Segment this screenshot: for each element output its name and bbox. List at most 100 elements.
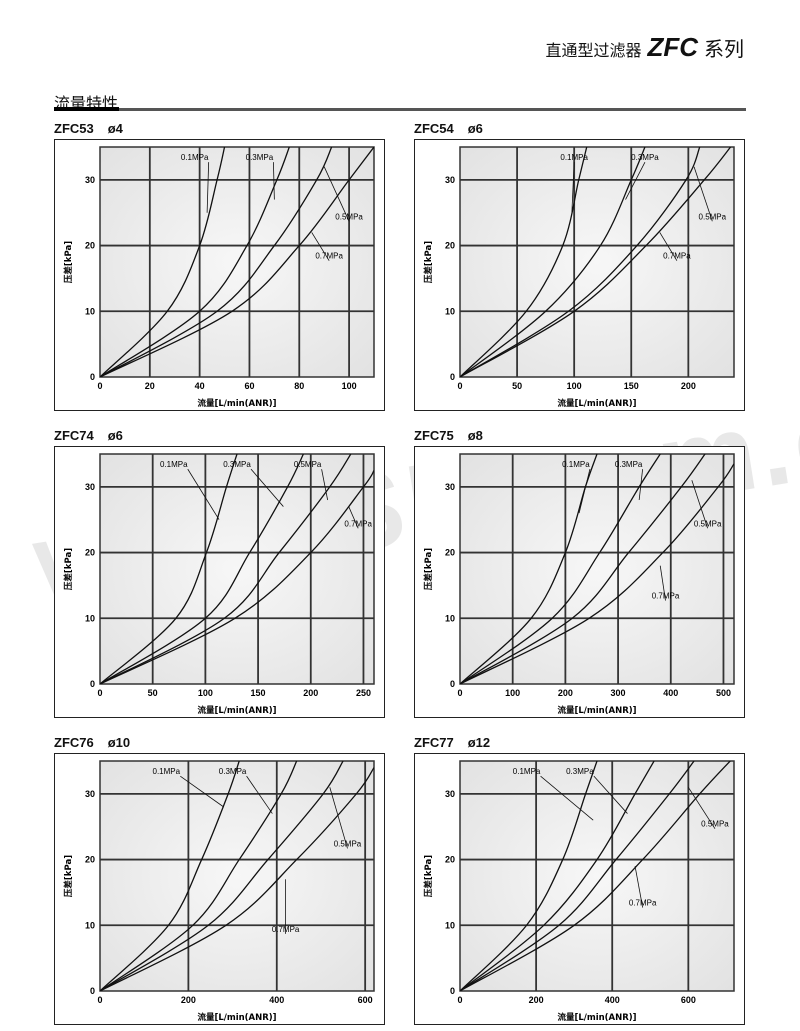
- series-line-0-7mpa: [460, 463, 734, 684]
- y-tick-label: 30: [85, 789, 95, 799]
- series-line-0-1mpa: [100, 761, 240, 991]
- series-line-0-5mpa: [100, 147, 333, 377]
- series-line-0-3mpa: [460, 454, 661, 684]
- x-tick-label: 100: [342, 381, 357, 391]
- leader-line: [634, 866, 644, 908]
- y-tick-label: 20: [445, 855, 455, 865]
- x-tick-label: 600: [681, 995, 696, 1005]
- x-axis-label: 流量[L/min(ANR)]: [557, 1012, 636, 1023]
- port-size: ø6: [107, 428, 123, 443]
- x-tick-label: 50: [148, 688, 158, 698]
- page-header: 直通型过滤器 ZFC 系列: [545, 32, 744, 63]
- series-line-0-7mpa: [460, 761, 731, 991]
- x-tick-label: 200: [303, 688, 318, 698]
- leader-line: [246, 775, 273, 814]
- x-tick-label: 600: [358, 995, 373, 1005]
- y-tick-label: 0: [450, 679, 455, 689]
- series-label: 0.5MPa: [701, 820, 729, 829]
- series-label: 0.7MPa: [652, 592, 680, 601]
- x-tick-label: 150: [624, 381, 639, 391]
- leader-line: [659, 565, 666, 601]
- series-suffix: 系列: [704, 37, 744, 61]
- x-tick-label: 20: [145, 381, 155, 391]
- x-tick-label: 0: [97, 381, 102, 391]
- leader-line: [250, 468, 284, 507]
- series-line-0-3mpa: [100, 761, 298, 991]
- x-axis-label: 流量[L/min(ANR)]: [197, 398, 276, 409]
- y-axis-label: 压差[kPa]: [423, 548, 434, 590]
- y-tick-label: 0: [90, 986, 95, 996]
- series-label: 0.3MPa: [566, 767, 594, 776]
- y-tick-label: 0: [450, 986, 455, 996]
- x-tick-label: 200: [681, 381, 696, 391]
- y-tick-label: 10: [85, 613, 95, 623]
- x-tick-label: 0: [457, 688, 462, 698]
- series-line-0-7mpa: [100, 147, 374, 377]
- y-tick-label: 30: [445, 175, 455, 185]
- series-label: 0.7MPa: [272, 925, 300, 934]
- plot-area: [100, 454, 374, 684]
- x-tick-label: 200: [529, 995, 544, 1005]
- flow-chart-zfc76: 0 200 400 600 0 10 20 30 0.1MPa 0.3MPa 0.5MPa 0.7MP…: [54, 753, 385, 1025]
- series-line-0-5mpa: [100, 454, 352, 684]
- x-tick-label: 400: [605, 995, 620, 1005]
- y-tick-label: 0: [450, 372, 455, 382]
- flow-chart-zfc74: 0 50 100 150 200 250 0 10 20 30 0.1MPa 0.3MPa 0.5MPa…: [54, 446, 385, 718]
- chart-title: ZFC53 ø4: [54, 121, 137, 136]
- series-label: 0.1MPa: [181, 153, 209, 162]
- series-label: 0.3MPa: [631, 153, 659, 162]
- y-tick-label: 30: [85, 175, 95, 185]
- x-tick-label: 200: [181, 995, 196, 1005]
- flow-chart-zfc54: 0 50 100 150 200 0 10 20 30 0.1MPa 0.3MPa 0.5MPa 0.7…: [414, 139, 745, 411]
- leader-line: [311, 232, 330, 261]
- y-tick-label: 30: [445, 789, 455, 799]
- y-tick-label: 0: [90, 679, 95, 689]
- leader-line: [691, 480, 709, 529]
- model-name: ZFC53: [54, 121, 94, 136]
- x-tick-label: 60: [244, 381, 254, 391]
- x-tick-label: 0: [457, 381, 462, 391]
- section-divider: [54, 107, 746, 111]
- series-label: 0.3MPa: [615, 460, 643, 469]
- y-axis-label: 压差[kPa]: [423, 241, 434, 283]
- y-tick-label: 20: [85, 548, 95, 558]
- series-label: 0.5MPa: [335, 212, 363, 221]
- flow-chart-zfc75: 0 100 200 300 400 500 0 10 20 30 0.1MPa 0.3MPa 0.5MP…: [414, 446, 745, 718]
- flow-chart-zfc53: 0 20 40 60 80 100 0 10 20 30 0.1MPa 0.3MPa 0.5MPa 0.7…: [54, 139, 385, 411]
- leader-line: [593, 775, 628, 814]
- model-name: ZFC54: [414, 121, 454, 136]
- port-size: ø8: [467, 428, 483, 443]
- series-label: 0.3MPa: [246, 153, 274, 162]
- y-tick-label: 0: [90, 372, 95, 382]
- x-tick-label: 400: [663, 688, 678, 698]
- x-tick-label: 250: [356, 688, 371, 698]
- x-tick-label: 80: [294, 381, 304, 391]
- chart-title: ZFC75 ø8: [414, 428, 497, 443]
- y-axis-label: 压差[kPa]: [423, 855, 434, 897]
- x-tick-label: 300: [611, 688, 626, 698]
- x-tick-label: 100: [505, 688, 520, 698]
- chart-title: ZFC77 ø12: [414, 735, 504, 750]
- y-tick-label: 10: [85, 920, 95, 930]
- series-label: 0.1MPa: [560, 153, 588, 162]
- series-line-0-7mpa: [100, 470, 374, 684]
- series-line-0-1mpa: [100, 147, 226, 377]
- leader-line: [693, 166, 713, 222]
- x-tick-label: 400: [269, 995, 284, 1005]
- y-tick-label: 20: [445, 241, 455, 251]
- leader-line: [625, 161, 646, 200]
- leader-line: [206, 162, 210, 213]
- y-tick-label: 10: [85, 306, 95, 316]
- chart-title: ZFC74 ø6: [54, 428, 137, 443]
- x-axis-label: 流量[L/min(ANR)]: [197, 1012, 276, 1023]
- y-tick-label: 10: [445, 306, 455, 316]
- y-axis-label: 压差[kPa]: [63, 855, 74, 897]
- series-line-0-5mpa: [100, 761, 344, 991]
- leader-line: [180, 775, 224, 808]
- series-line-0-1mpa: [100, 454, 238, 684]
- y-tick-label: 30: [445, 482, 455, 492]
- y-axis-label: 压差[kPa]: [63, 548, 74, 590]
- x-tick-label: 150: [251, 688, 266, 698]
- leader-line: [659, 232, 678, 261]
- series-label: 0.1MPa: [160, 460, 188, 469]
